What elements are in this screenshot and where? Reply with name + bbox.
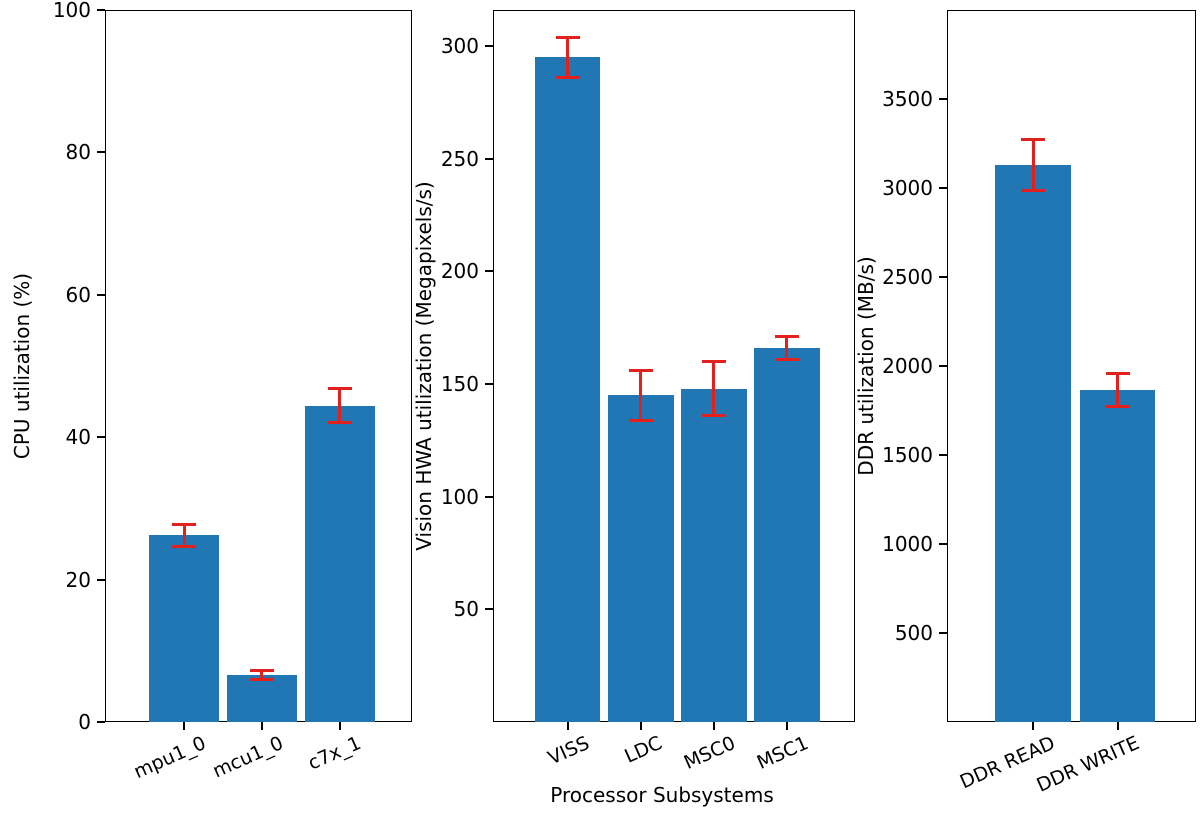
error-bar-cap (774, 357, 799, 361)
x-tick-mark (1116, 722, 1119, 730)
y-tick-label: 3500 (882, 87, 933, 111)
y-tick-label: 100 (52, 0, 91, 22)
y-tick-label: 1000 (882, 532, 933, 556)
y-tick-mark (97, 151, 105, 154)
y-axis-label-1: CPU utilization (%) (10, 272, 34, 460)
x-tick-mark (1032, 722, 1035, 730)
error-bar-cap (172, 544, 197, 548)
error-bar-cap (628, 418, 653, 422)
error-bar-cap (172, 523, 197, 527)
error-bar-cap (1105, 371, 1130, 375)
error-bar-c7x-1 (338, 388, 342, 423)
x-tick-label-mpu1-0: mpu1_0 (130, 732, 210, 784)
y-tick-mark (485, 495, 493, 498)
error-bar-cap (701, 359, 726, 363)
y-tick-label: 20 (65, 567, 91, 592)
x-tick-mark (639, 722, 642, 730)
y-tick-label: 3000 (882, 176, 933, 200)
bar-ldc (607, 395, 674, 722)
x-tick-label-mcu1-0: mcu1_0 (209, 732, 287, 783)
y-tick-mark (97, 293, 105, 296)
y-tick-label: 100 (440, 484, 479, 509)
y-tick-label: 300 (440, 34, 479, 59)
bar-ddr-read (995, 164, 1072, 722)
error-bar-ddr-read (1031, 139, 1035, 191)
y-tick-mark (939, 187, 947, 189)
error-bar-msc1 (785, 336, 789, 360)
y-tick-mark (485, 608, 493, 611)
error-bar-cap (628, 369, 653, 372)
x-tick-label-msc0: MSC0 (680, 732, 739, 774)
y-tick-label: 50 (453, 597, 479, 622)
y-tick-label: 150 (440, 372, 479, 397)
y-tick-mark (485, 45, 493, 48)
error-bar-cap (1105, 405, 1130, 409)
error-bar-mpu1-0 (182, 524, 186, 547)
error-bar-cap (249, 678, 274, 682)
y-tick-mark (939, 365, 947, 367)
x-tick-mark (566, 722, 569, 730)
error-bar-ddr-write (1116, 373, 1119, 407)
y-tick-mark (939, 632, 947, 634)
error-bar-cap (1021, 137, 1046, 141)
y-tick-label: 250 (440, 146, 479, 171)
y-tick-mark (939, 276, 947, 278)
y-tick-label: 1500 (882, 443, 933, 467)
x-tick-mark (785, 722, 788, 730)
y-tick-label: 60 (65, 282, 91, 307)
bar-c7x-1 (304, 405, 375, 722)
bar-mpu1-0 (149, 535, 220, 722)
bar-ddr-write (1079, 390, 1156, 722)
bar-msc1 (754, 347, 820, 722)
bar-msc0 (680, 388, 747, 722)
error-bar-cap (701, 414, 726, 418)
x-tick-label-msc1: MSC1 (753, 732, 812, 774)
y-tick-mark (485, 270, 493, 273)
y-tick-label: 500 (894, 621, 933, 645)
y-tick-mark (939, 98, 947, 100)
y-axis-label-2: Vision HWA utilization (Megapixels/s) (412, 181, 436, 551)
y-tick-label: 80 (65, 140, 91, 165)
error-bar-cap (1021, 189, 1046, 193)
x-tick-mark (260, 722, 263, 730)
y-tick-label: 0 (78, 710, 91, 734)
error-bar-cap (327, 387, 352, 391)
y-tick-mark (939, 543, 947, 545)
error-bar-cap (774, 335, 799, 339)
y-tick-label: 2500 (882, 265, 933, 289)
y-tick-mark (485, 383, 493, 386)
y-tick-mark (97, 721, 105, 723)
y-tick-mark (97, 9, 105, 11)
x-tick-label-ldc: LDC (621, 732, 666, 768)
x-tick-mark (712, 722, 715, 730)
error-bar-viss (566, 37, 570, 78)
error-bar-ldc (639, 370, 643, 421)
y-tick-label: 40 (65, 425, 91, 450)
x-tick-mark (183, 722, 186, 730)
error-bar-cap (249, 668, 274, 672)
error-bar-cap (555, 35, 580, 39)
x-axis-label: Processor Subsystems (550, 783, 774, 807)
y-tick-mark (97, 578, 105, 581)
plot-area-3 (947, 10, 1196, 722)
x-tick-label-c7x-1: c7x_1 (305, 732, 365, 775)
error-bar-cap (327, 421, 352, 425)
error-bar-cap (555, 76, 580, 80)
x-tick-mark (338, 722, 341, 730)
y-tick-mark (939, 454, 947, 456)
y-axis-label-3: DDR utilization (MB/s) (854, 256, 878, 476)
x-tick-label-viss: VISS (544, 732, 593, 770)
y-tick-mark (97, 436, 105, 439)
error-bar-mcu1-0 (260, 670, 264, 680)
bar-viss (534, 57, 601, 722)
y-tick-label: 2000 (882, 354, 933, 378)
y-tick-label: 200 (440, 259, 479, 284)
bar-mcu1-0 (227, 675, 297, 722)
error-bar-msc0 (712, 361, 716, 416)
y-tick-mark (485, 157, 493, 160)
